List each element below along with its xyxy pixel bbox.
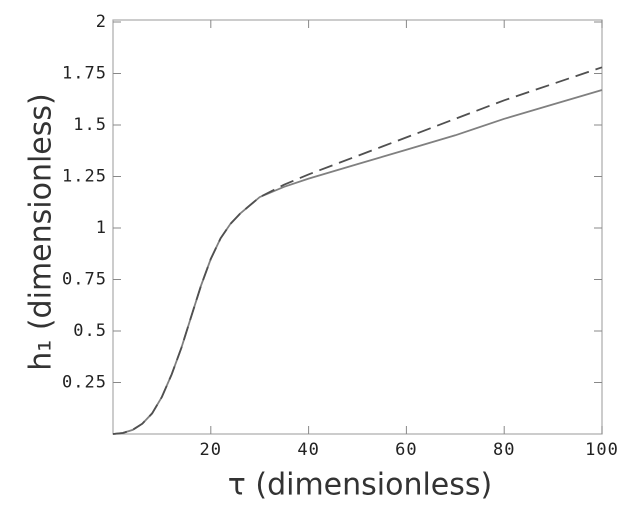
y-tick-label: 0.75 [62,270,107,290]
y-tick-label: 0.5 [73,321,107,341]
y-tick-label: 1.5 [73,115,107,135]
series-line [112,89,603,435]
y-tick-label: 1.25 [62,167,107,187]
y-tick-label: 1.75 [62,64,107,84]
series-line [112,66,603,435]
x-tick-label: 20 [200,440,222,460]
plot-frame [112,19,603,435]
x-tick-label: 80 [493,440,515,460]
x-tick-label: 60 [395,440,417,460]
y-tick-label: 0.25 [62,373,107,393]
x-tick-label: 100 [585,440,619,460]
x-axis-label: τ (dimensionless) [228,468,492,503]
y-tick-label: 2 [96,12,107,32]
y-axis-label: h₁ (dimensionless) [24,93,59,370]
y-tick-label: 1 [96,218,107,238]
x-tick-label: 40 [297,440,319,460]
